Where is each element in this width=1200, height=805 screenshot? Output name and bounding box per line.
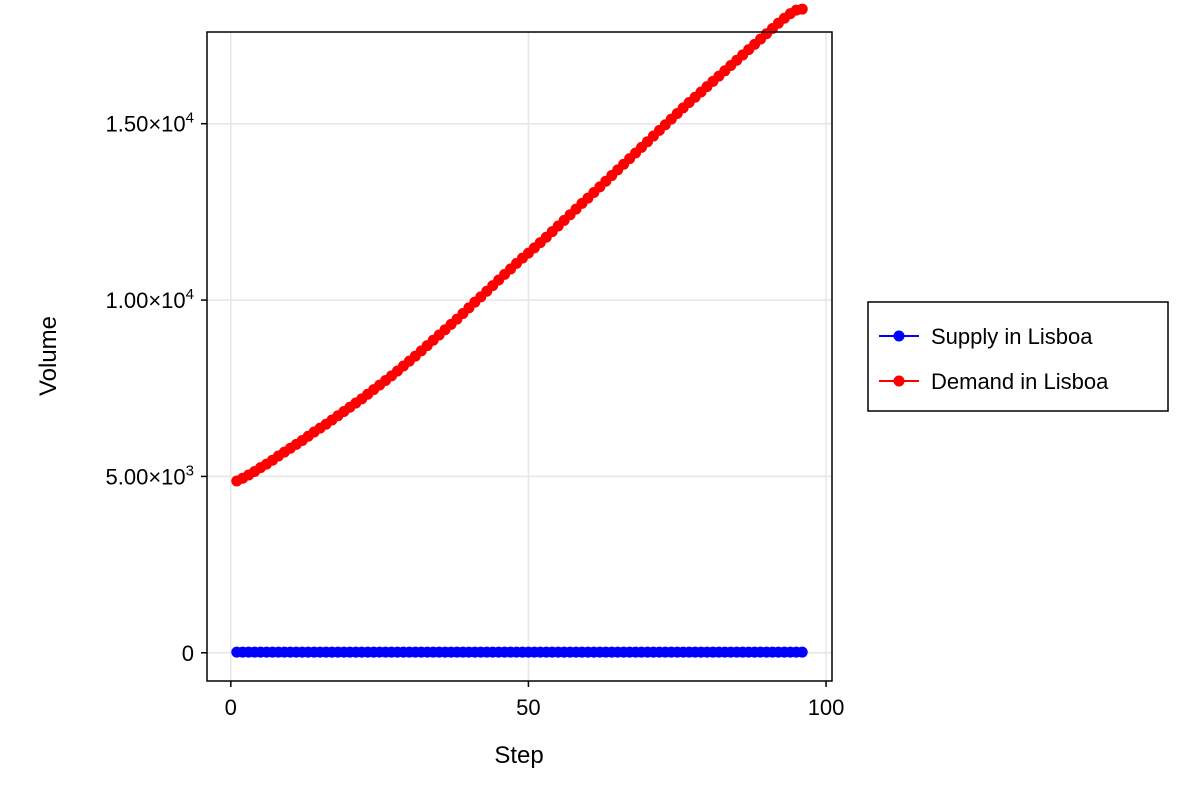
grid-lines bbox=[207, 32, 832, 681]
x-tick-label: 100 bbox=[808, 695, 845, 720]
x-tick-label: 0 bbox=[225, 695, 237, 720]
y-tick-label: 5.00×103 bbox=[106, 462, 194, 489]
y-tick-label: 1.00×104 bbox=[106, 286, 194, 313]
y-axis-ticks: 0 5.00×103 1.00×104 1.50×104 bbox=[106, 110, 207, 666]
legend: Supply in Lisboa Demand in Lisboa bbox=[867, 301, 1169, 412]
y-tick-label: 1.50×104 bbox=[106, 110, 194, 137]
x-tick-label: 50 bbox=[516, 695, 540, 720]
legend-label: Demand in Lisboa bbox=[931, 369, 1109, 394]
legend-box bbox=[867, 301, 1169, 412]
x-axis-ticks: 0 50 100 bbox=[225, 681, 845, 720]
y-tick-label: 0 bbox=[182, 641, 194, 666]
y-axis-label: Volume bbox=[35, 316, 62, 396]
x-axis-label: Step bbox=[494, 742, 543, 769]
series-0 bbox=[231, 646, 808, 658]
data-point bbox=[796, 3, 808, 15]
legend-marker bbox=[893, 330, 905, 342]
series-1 bbox=[231, 3, 808, 487]
legend-marker bbox=[893, 375, 905, 387]
legend-label: Supply in Lisboa bbox=[931, 324, 1093, 349]
plot-frame bbox=[206, 31, 833, 682]
data-point bbox=[796, 646, 808, 658]
plot-area bbox=[231, 3, 808, 658]
